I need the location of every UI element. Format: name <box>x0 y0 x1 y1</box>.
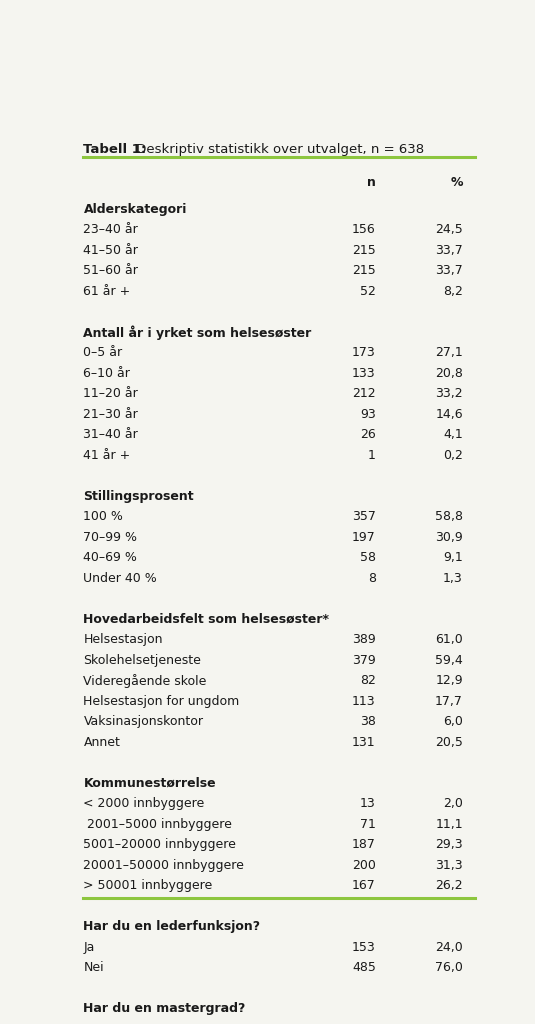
Text: Har du en lederfunksjon?: Har du en lederfunksjon? <box>83 920 261 933</box>
Text: 37: 37 <box>360 1023 376 1024</box>
Text: 52: 52 <box>360 285 376 298</box>
Text: 20,8: 20,8 <box>435 367 463 380</box>
Text: 1: 1 <box>368 449 376 462</box>
Text: %: % <box>450 176 463 188</box>
Text: 23–40 år: 23–40 år <box>83 223 138 236</box>
Text: Stillingsprosent: Stillingsprosent <box>83 489 194 503</box>
Text: 8,2: 8,2 <box>443 285 463 298</box>
Text: Videregående skole: Videregående skole <box>83 674 207 688</box>
Text: 131: 131 <box>352 735 376 749</box>
Text: Ja: Ja <box>83 1023 95 1024</box>
Text: > 50001 innbyggere: > 50001 innbyggere <box>83 879 213 892</box>
Text: 27,1: 27,1 <box>435 346 463 359</box>
Text: 200: 200 <box>352 858 376 871</box>
Text: 21–30 år: 21–30 år <box>83 408 138 421</box>
Text: 357: 357 <box>352 510 376 523</box>
Text: 61,0: 61,0 <box>435 633 463 646</box>
Text: 26: 26 <box>360 428 376 441</box>
Text: Helsestasjon: Helsestasjon <box>83 633 163 646</box>
Text: 133: 133 <box>352 367 376 380</box>
Text: Har du en mastergrad?: Har du en mastergrad? <box>83 1002 246 1015</box>
Text: 24,5: 24,5 <box>435 223 463 236</box>
Text: 0–5 år: 0–5 år <box>83 346 123 359</box>
Text: Nei: Nei <box>83 962 104 974</box>
Text: 30,9: 30,9 <box>435 530 463 544</box>
Text: 31–40 år: 31–40 år <box>83 428 138 441</box>
Text: 187: 187 <box>352 838 376 851</box>
Text: 12,9: 12,9 <box>435 674 463 687</box>
Text: 5,8: 5,8 <box>443 1023 463 1024</box>
Text: Skolehelsetjeneste: Skolehelsetjeneste <box>83 653 201 667</box>
Text: 59,4: 59,4 <box>435 653 463 667</box>
Text: 61 år +: 61 år + <box>83 285 131 298</box>
Text: 212: 212 <box>352 387 376 400</box>
Text: 6,0: 6,0 <box>443 715 463 728</box>
Text: 93: 93 <box>360 408 376 421</box>
Text: Under 40 %: Under 40 % <box>83 571 157 585</box>
Text: 0,2: 0,2 <box>443 449 463 462</box>
Text: 20,5: 20,5 <box>435 735 463 749</box>
Text: < 2000 innbyggere: < 2000 innbyggere <box>83 797 205 810</box>
Text: 58: 58 <box>360 551 376 564</box>
Text: 1,3: 1,3 <box>443 571 463 585</box>
Text: 31,3: 31,3 <box>435 858 463 871</box>
Text: 58,8: 58,8 <box>435 510 463 523</box>
Text: 6–10 år: 6–10 år <box>83 367 131 380</box>
Text: Helsestasjon for ungdom: Helsestasjon for ungdom <box>83 694 240 708</box>
Text: 51–60 år: 51–60 år <box>83 264 139 278</box>
Text: Hovedarbeidsfelt som helsesøster*: Hovedarbeidsfelt som helsesøster* <box>83 612 330 626</box>
Text: 197: 197 <box>352 530 376 544</box>
Text: 2,0: 2,0 <box>443 797 463 810</box>
Text: 153: 153 <box>352 940 376 953</box>
Text: Antall år i yrket som helsesøster: Antall år i yrket som helsesøster <box>83 326 312 340</box>
Text: 2001–5000 innbyggere: 2001–5000 innbyggere <box>83 817 232 830</box>
Text: Tabell 1:: Tabell 1: <box>83 143 147 157</box>
Text: 17,7: 17,7 <box>435 694 463 708</box>
Text: 485: 485 <box>352 962 376 974</box>
Text: 70–99 %: 70–99 % <box>83 530 137 544</box>
Text: 4,1: 4,1 <box>443 428 463 441</box>
Text: 156: 156 <box>352 223 376 236</box>
Text: 20001–50000 innbyggere: 20001–50000 innbyggere <box>83 858 244 871</box>
Text: 29,3: 29,3 <box>435 838 463 851</box>
Text: 41 år +: 41 år + <box>83 449 131 462</box>
Text: Deskriptiv statistikk over utvalget, n = 638: Deskriptiv statistikk over utvalget, n =… <box>132 143 424 157</box>
Text: 13: 13 <box>360 797 376 810</box>
Text: 11–20 år: 11–20 år <box>83 387 138 400</box>
Text: 76,0: 76,0 <box>435 962 463 974</box>
Text: 113: 113 <box>352 694 376 708</box>
Text: 24,0: 24,0 <box>435 940 463 953</box>
Text: 82: 82 <box>360 674 376 687</box>
Text: Vaksinasjonskontor: Vaksinasjonskontor <box>83 715 203 728</box>
Text: 38: 38 <box>360 715 376 728</box>
Text: Alderskategori: Alderskategori <box>83 203 187 215</box>
Text: 389: 389 <box>352 633 376 646</box>
Text: 41–50 år: 41–50 år <box>83 244 139 257</box>
Text: Kommunestørrelse: Kommunestørrelse <box>83 776 216 790</box>
Text: 9,1: 9,1 <box>443 551 463 564</box>
Text: 33,7: 33,7 <box>435 264 463 278</box>
Text: Annet: Annet <box>83 735 120 749</box>
Text: 379: 379 <box>352 653 376 667</box>
Text: 8: 8 <box>368 571 376 585</box>
Text: 33,7: 33,7 <box>435 244 463 257</box>
Text: 40–69 %: 40–69 % <box>83 551 137 564</box>
Text: 11,1: 11,1 <box>435 817 463 830</box>
Text: 167: 167 <box>352 879 376 892</box>
Text: 33,2: 33,2 <box>435 387 463 400</box>
Text: 215: 215 <box>352 264 376 278</box>
Text: 5001–20000 innbyggere: 5001–20000 innbyggere <box>83 838 236 851</box>
Text: n: n <box>367 176 376 188</box>
Text: 71: 71 <box>360 817 376 830</box>
Text: 14,6: 14,6 <box>435 408 463 421</box>
Text: 100 %: 100 % <box>83 510 124 523</box>
Text: 215: 215 <box>352 244 376 257</box>
Text: 173: 173 <box>352 346 376 359</box>
Text: Ja: Ja <box>83 940 95 953</box>
Text: 26,2: 26,2 <box>435 879 463 892</box>
